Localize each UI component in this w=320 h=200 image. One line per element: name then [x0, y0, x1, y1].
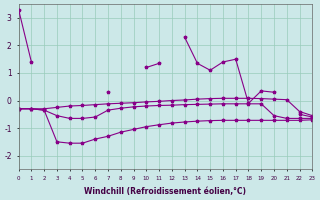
X-axis label: Windchill (Refroidissement éolien,°C): Windchill (Refroidissement éolien,°C): [84, 187, 246, 196]
